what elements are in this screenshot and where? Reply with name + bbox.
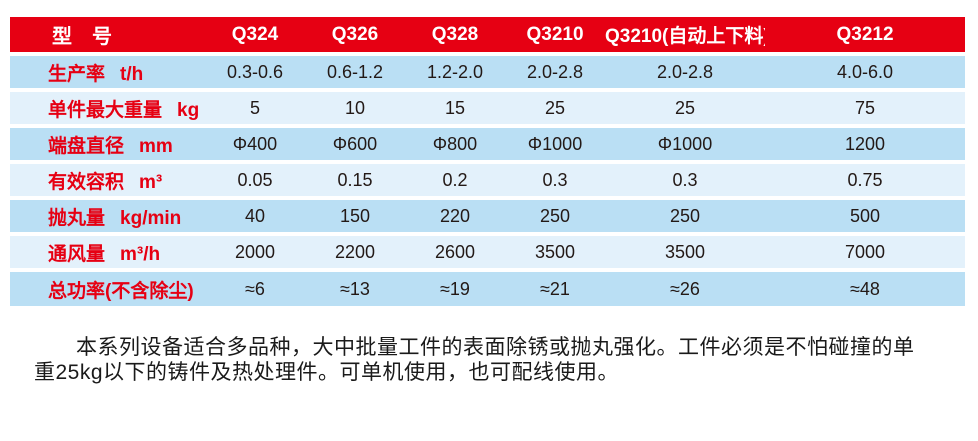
row-unit: kg [177,99,200,121]
spec-table: 型 号 Q324 Q326 Q328 Q3210 Q3210(自动上下料) Q3… [10,17,965,306]
spec-table-wrap: 型 号 Q324 Q326 Q328 Q3210 Q3210(自动上下料) Q3… [10,17,965,306]
row-label-text: 通风量 [48,243,106,265]
row-label: 单件最大重量 kg [10,88,205,126]
spec-value: 0.3 [605,160,765,198]
spec-value: 5 [205,88,305,126]
spec-value: 220 [405,196,505,234]
spec-value: Φ1000 [505,124,605,162]
spec-value: 2000 [205,232,305,270]
row-label: 总功率(不含除尘) [10,268,205,306]
spec-value: 2200 [305,232,405,270]
spec-value: 150 [305,196,405,234]
table-row-disc-diameter: 端盘直径 mm Φ400 Φ600 Φ800 Φ1000 Φ1000 1200 [10,124,965,162]
spec-value: ≈13 [305,268,405,306]
row-label-text: 有效容积 [48,171,125,193]
spec-value: Φ800 [405,124,505,162]
table-row-effective-volume: 有效容积 m³ 0.05 0.15 0.2 0.3 0.3 0.75 [10,160,965,198]
row-label: 有效容积 m³ [10,160,205,198]
table-row-max-piece-weight: 单件最大重量 kg 5 10 15 25 25 75 [10,88,965,126]
row-label-text: 生产率 [48,63,106,85]
header-model-q3210-auto: Q3210(自动上下料) [605,17,765,54]
row-unit: kg/min [120,207,182,229]
row-label: 通风量 m³/h [10,232,205,270]
spec-value: 25 [605,88,765,126]
spec-value: 2.0-2.8 [605,52,765,90]
description-paragraph: 本系列设备适合多品种，大中批量工件的表面除锈或抛丸强化。工件必须是不怕碰撞的单重… [34,336,915,384]
table-row-productivity: 生产率 t/h 0.3-0.6 0.6-1.2 1.2-2.0 2.0-2.8 2… [10,52,965,90]
spec-value: 2.0-2.8 [505,52,605,90]
table-row-shot-flow: 抛丸量 kg/min 40 150 220 250 250 500 [10,196,965,234]
spec-value: Φ400 [205,124,305,162]
header-model-q3210: Q3210 [505,17,605,54]
row-unit: t/h [120,63,144,85]
header-model-q3212: Q3212 [765,17,965,54]
spec-value: 0.3 [505,160,605,198]
spec-value: 75 [765,88,965,126]
spec-value: ≈26 [605,268,765,306]
spec-value: 3500 [505,232,605,270]
spec-value: ≈21 [505,268,605,306]
spec-value: 0.6-1.2 [305,52,405,90]
row-label-text: 抛丸量 [48,207,106,229]
row-label: 生产率 t/h [10,52,205,90]
spec-value: 0.15 [305,160,405,198]
spec-value: ≈19 [405,268,505,306]
table-header-row: 型 号 Q324 Q326 Q328 Q3210 Q3210(自动上下料) Q3… [10,17,965,54]
spec-value: 40 [205,196,305,234]
row-label-text: 总功率(不含除尘) [48,280,194,302]
spec-value: Φ1000 [605,124,765,162]
spec-value: 1200 [765,124,965,162]
table-row-ventilation: 通风量 m³/h 2000 2200 2600 3500 3500 7000 [10,232,965,270]
header-model-q324: Q324 [205,17,305,54]
row-label-text: 单件最大重量 [48,99,163,121]
row-label: 端盘直径 mm [10,124,205,162]
row-unit: mm [139,135,173,157]
spec-value: 500 [765,196,965,234]
header-model-q326: Q326 [305,17,405,54]
spec-value: 0.05 [205,160,305,198]
spec-value: 0.2 [405,160,505,198]
row-unit: m³/h [120,243,161,265]
spec-value: Φ600 [305,124,405,162]
spec-value: 0.75 [765,160,965,198]
spec-value: ≈6 [205,268,305,306]
spec-value: 4.0-6.0 [765,52,965,90]
spec-value: 10 [305,88,405,126]
spec-value: 250 [505,196,605,234]
row-label-text: 端盘直径 [48,135,125,157]
header-model-q328: Q328 [405,17,505,54]
spec-value: 1.2-2.0 [405,52,505,90]
row-unit: m³ [139,171,163,193]
table-row-total-power: 总功率(不含除尘) ≈6 ≈13 ≈19 ≈21 ≈26 ≈48 [10,268,965,306]
spec-value: 7000 [765,232,965,270]
spec-value: ≈48 [765,268,965,306]
row-label: 抛丸量 kg/min [10,196,205,234]
spec-value: 250 [605,196,765,234]
spec-value: 15 [405,88,505,126]
spec-value: 3500 [605,232,765,270]
spec-value: 2600 [405,232,505,270]
spec-value: 25 [505,88,605,126]
header-model-label: 型 号 [10,17,205,54]
spec-value: 0.3-0.6 [205,52,305,90]
